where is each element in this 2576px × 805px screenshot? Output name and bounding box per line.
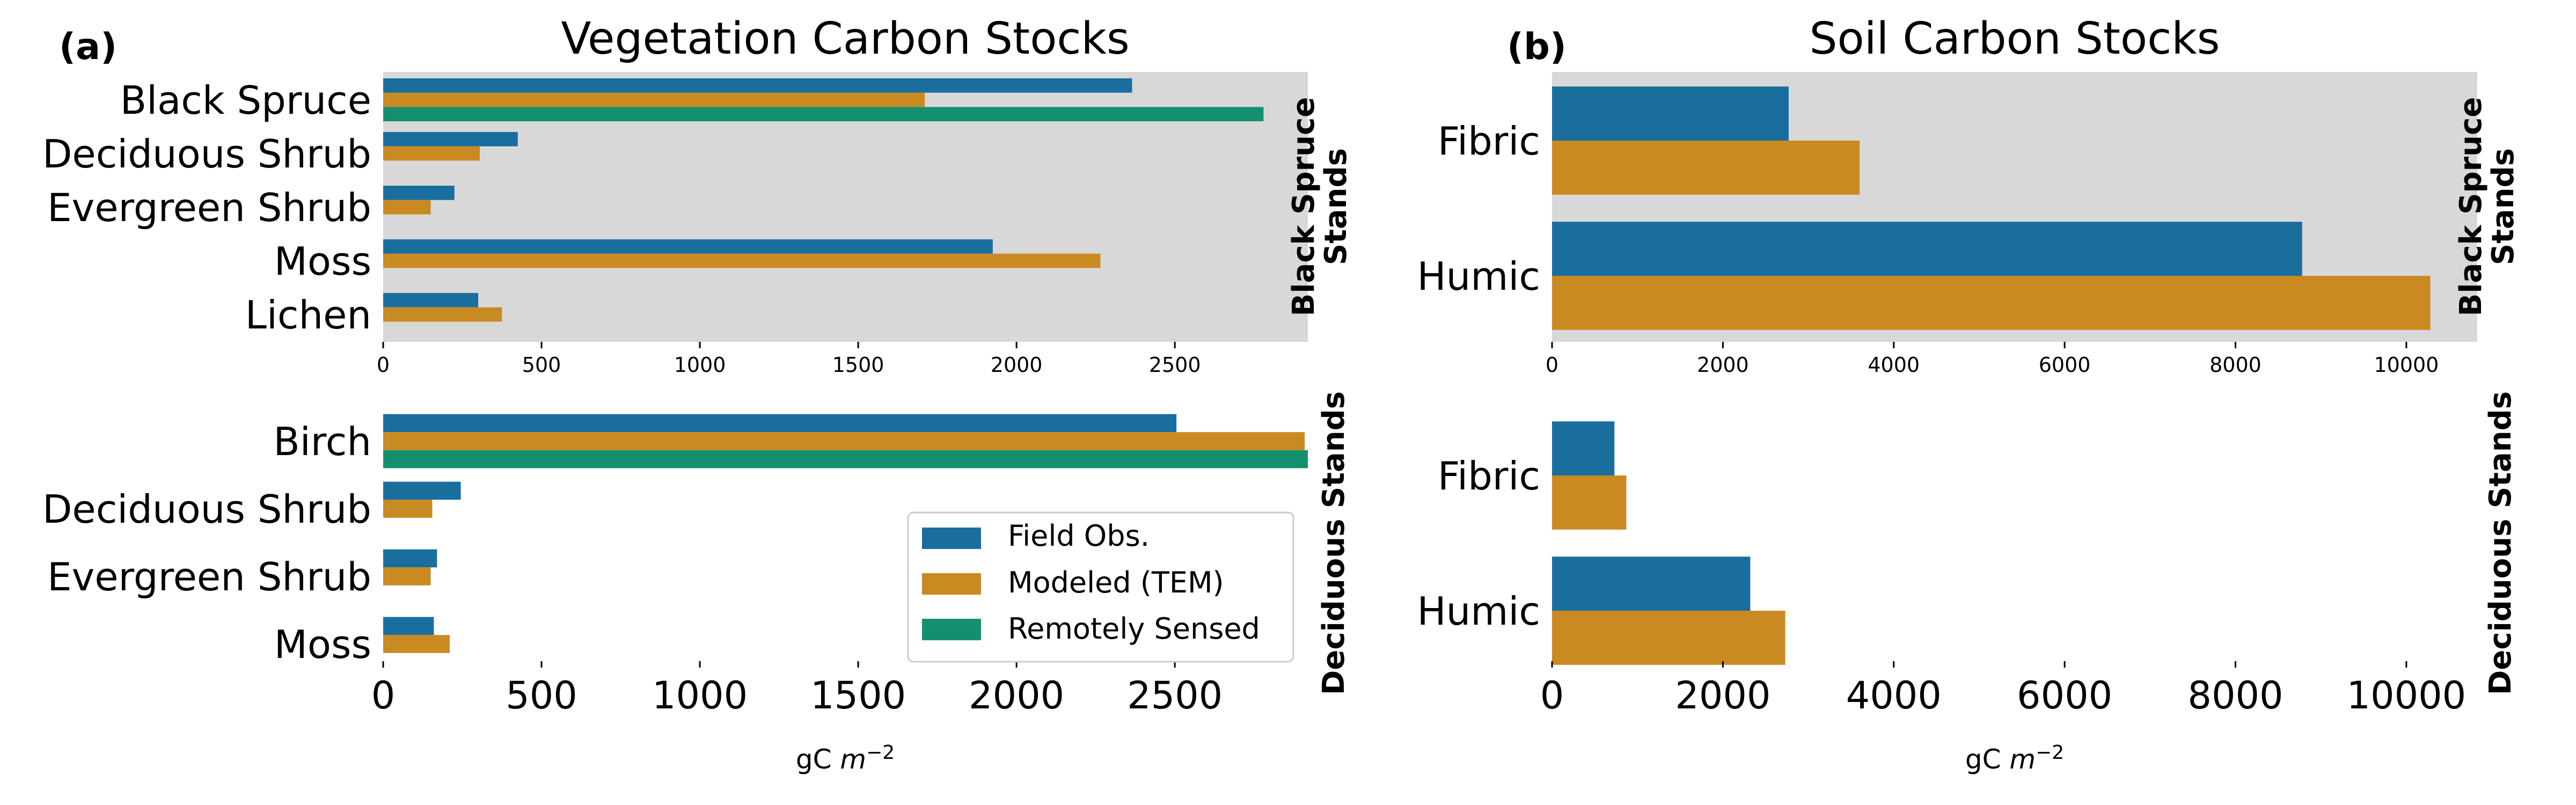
bar-lichen-field-obs xyxy=(383,293,479,308)
legend-label-modeled: Modeled (TEM) xyxy=(1008,566,1224,599)
x-tick-label: 2000 xyxy=(1675,674,1770,718)
bar-evergreen-shrub-field-obs xyxy=(383,549,437,568)
category-label: Deciduous Shrub xyxy=(42,487,371,532)
category-label: Fibric xyxy=(1438,119,1540,164)
bar-birch-remotely-sensed xyxy=(383,450,1308,469)
x-tick-label: 0 xyxy=(377,353,390,377)
x-tick-label: 6000 xyxy=(2039,353,2091,377)
bar-fibric-field-obs xyxy=(1552,421,1615,475)
soil-deciduous-panel: Fibric Humic 0 2000 4000 6000 8000 10000 xyxy=(1417,421,2467,718)
panel-label-b: (b) xyxy=(1507,26,1567,68)
vegetation-black-spruce-panel: Black Spruce Deciduous Shrub Evergreen Shr… xyxy=(42,72,1308,377)
x-tick-label: 0 xyxy=(1540,674,1564,718)
x-tick-label: 2000 xyxy=(969,674,1064,718)
bar-birch-field-obs xyxy=(383,414,1177,433)
bar-humic-modeled-tem xyxy=(1552,611,1785,665)
category-label: Deciduous Shrub xyxy=(42,131,371,177)
bar-black-spruce-modeled-tem xyxy=(383,92,925,107)
x-tick-label: 8000 xyxy=(2209,353,2262,377)
x-tick-label: 1000 xyxy=(652,674,748,718)
row-label-black-spruce-vegetation: Black SpruceStands xyxy=(1286,97,1353,317)
x-tick-label: 2500 xyxy=(1127,674,1223,718)
x-tick-label: 0 xyxy=(371,674,396,718)
x-tick-label: 4000 xyxy=(1846,674,1942,718)
bar-evergreen-shrub-modeled-tem xyxy=(383,567,431,586)
x-tick-label: 8000 xyxy=(2187,674,2283,718)
x-tick-label: 4000 xyxy=(1868,353,1920,377)
bar-deciduous-shrub-modeled-tem xyxy=(383,146,480,161)
x-tick-label: 6000 xyxy=(2017,674,2112,718)
bar-humic-field-obs xyxy=(1552,557,1751,611)
legend-label-field-obs: Field Obs. xyxy=(1008,519,1150,553)
bar-fibric-modeled-tem xyxy=(1552,141,1860,195)
bar-humic-modeled-tem xyxy=(1552,276,2431,330)
legend-swatch-modeled xyxy=(922,573,981,595)
panel-label-a: (a) xyxy=(59,26,117,68)
legend-label-remotely-sensed: Remotely Sensed xyxy=(1008,612,1260,646)
bar-black-spruce-field-obs xyxy=(383,78,1132,93)
category-label: Moss xyxy=(274,622,371,667)
title-vegetation: Vegetation Carbon Stocks xyxy=(561,13,1129,64)
x-tick-label: 2000 xyxy=(1697,353,1749,377)
category-label: Evergreen Shrub xyxy=(47,554,371,599)
legend-swatch-field-obs xyxy=(922,528,981,549)
category-label: Birch xyxy=(273,419,371,464)
xlabel-soil: gC m−2 xyxy=(1965,742,2064,775)
category-label: Black Spruce xyxy=(120,78,371,123)
xlabel-vegetation: gC m−2 xyxy=(796,742,895,775)
category-label: Humic xyxy=(1417,254,1541,299)
category-label: Humic xyxy=(1417,589,1541,634)
bar-moss-modeled-tem xyxy=(383,635,450,653)
x-tick-label: 500 xyxy=(506,674,577,718)
x-tick-label: 1500 xyxy=(810,674,906,718)
category-label: Lichen xyxy=(245,292,371,338)
bar-humic-field-obs xyxy=(1552,222,2302,276)
category-label: Evergreen Shrub xyxy=(47,185,371,230)
bar-lichen-modeled-tem xyxy=(383,307,502,322)
bar-moss-field-obs xyxy=(383,617,434,635)
x-tick-label: 1000 xyxy=(674,353,726,377)
bar-moss-modeled-tem xyxy=(383,253,1101,268)
x-tick-label: 2000 xyxy=(991,353,1043,377)
x-tick-label: 10000 xyxy=(2347,674,2467,718)
x-tick-label: 10000 xyxy=(2374,353,2439,377)
legend-frame xyxy=(907,511,1294,663)
row-label-deciduous-vegetation: Deciduous Stands xyxy=(1316,391,1351,695)
bar-deciduous-shrub-field-obs xyxy=(383,132,518,147)
bar-birch-modeled-tem xyxy=(383,432,1305,450)
vegetation-deciduous-panel: Birch Deciduous Shrub Evergreen Shrub Moss0… xyxy=(42,414,1308,718)
bar-deciduous-shrub-field-obs xyxy=(383,481,461,500)
x-tick-label: 500 xyxy=(522,353,561,377)
category-label: Fibric xyxy=(1438,453,1540,499)
bar-black-spruce-remotely-sensed xyxy=(383,107,1264,121)
bar-fibric-modeled-tem xyxy=(1552,475,1627,530)
title-soil: Soil Carbon Stocks xyxy=(1810,13,2220,64)
row-label-black-spruce-soil: Black SpruceStands xyxy=(2454,97,2521,317)
legend-swatch-remotely-sensed xyxy=(922,619,981,640)
bar-evergreen-shrub-field-obs xyxy=(383,186,455,200)
x-tick-label: 0 xyxy=(1546,353,1558,377)
bar-deciduous-shrub-modeled-tem xyxy=(383,500,433,518)
bar-moss-field-obs xyxy=(383,239,993,254)
bar-evergreen-shrub-modeled-tem xyxy=(383,200,431,215)
soil-black-spruce-panel: Fibric Humic 0 2000 4000 6000 8000 10000 xyxy=(1417,72,2477,377)
legend: Field Obs. Modeled (TEM) Remotely Sensed xyxy=(907,511,1294,663)
bar-fibric-field-obs xyxy=(1552,86,1789,141)
x-tick-label: 2500 xyxy=(1149,353,1201,377)
row-label-deciduous-soil: Deciduous Stands xyxy=(2483,391,2518,695)
x-tick-label: 1500 xyxy=(832,353,884,377)
category-label: Moss xyxy=(274,239,371,284)
